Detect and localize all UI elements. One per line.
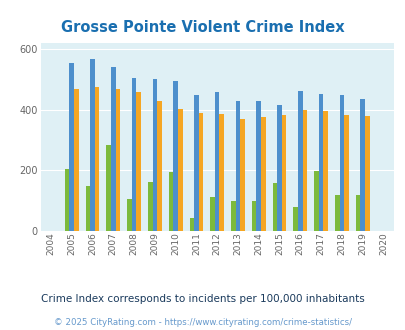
Bar	[334, 195, 339, 231]
Bar	[343, 115, 348, 231]
Bar	[74, 89, 79, 231]
Bar	[339, 95, 343, 231]
Bar	[189, 218, 194, 231]
Bar	[152, 79, 157, 231]
Bar	[115, 89, 120, 231]
Bar	[251, 201, 256, 231]
Bar	[95, 87, 99, 231]
Bar	[364, 116, 369, 231]
Bar	[318, 94, 323, 231]
Bar	[65, 169, 69, 231]
Bar	[313, 171, 318, 231]
Bar	[106, 145, 111, 231]
Bar	[256, 101, 260, 231]
Bar	[173, 82, 177, 231]
Bar	[198, 113, 203, 231]
Text: Grosse Pointe Violent Crime Index: Grosse Pointe Violent Crime Index	[61, 20, 344, 35]
Bar	[293, 207, 297, 231]
Bar	[260, 117, 265, 231]
Text: © 2025 CityRating.com - https://www.cityrating.com/crime-statistics/: © 2025 CityRating.com - https://www.city…	[54, 318, 351, 327]
Bar	[230, 201, 235, 231]
Bar	[111, 67, 115, 231]
Bar	[360, 99, 364, 231]
Bar	[157, 101, 161, 231]
Bar	[240, 119, 244, 231]
Bar	[132, 78, 136, 231]
Bar	[214, 92, 219, 231]
Bar	[90, 59, 95, 231]
Bar	[85, 186, 90, 231]
Bar	[127, 199, 132, 231]
Bar	[148, 182, 152, 231]
Bar	[210, 197, 214, 231]
Bar	[194, 95, 198, 231]
Bar	[177, 109, 182, 231]
Bar	[136, 92, 141, 231]
Bar	[281, 115, 286, 231]
Bar	[69, 63, 74, 231]
Bar	[302, 110, 307, 231]
Bar	[297, 91, 302, 231]
Bar	[272, 183, 277, 231]
Bar	[323, 112, 327, 231]
Bar	[235, 101, 240, 231]
Bar	[355, 195, 360, 231]
Bar	[168, 173, 173, 231]
Bar	[219, 114, 224, 231]
Text: Crime Index corresponds to incidents per 100,000 inhabitants: Crime Index corresponds to incidents per…	[41, 294, 364, 304]
Bar	[277, 105, 281, 231]
